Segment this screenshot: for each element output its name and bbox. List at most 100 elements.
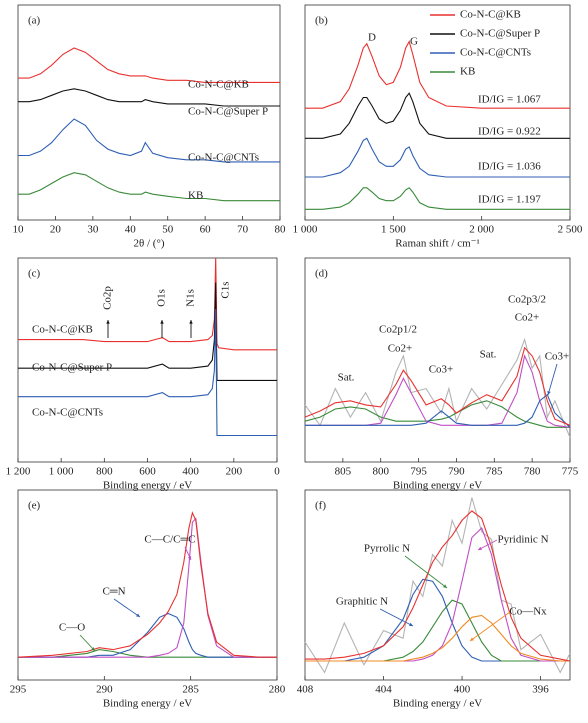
panel-label: (d) [315, 268, 328, 280]
x-tick-label: 1 000 [293, 224, 318, 236]
x-tick-label: 775 [562, 466, 579, 478]
series-line [305, 137, 570, 178]
series-line [305, 393, 571, 428]
annotation: N1s [185, 289, 197, 307]
annotation: ID/IG = 1.036 [478, 161, 541, 173]
annotation: O1s [156, 289, 168, 307]
x-tick-label: 2 000 [469, 224, 494, 236]
legend-label: Co-N-C@Super P [460, 28, 540, 40]
annotation: Pyridinic N [497, 534, 548, 546]
x-tick-label: 30 [87, 224, 99, 236]
annotation: ID/IG = 0.922 [478, 126, 541, 138]
x-tick-label: 70 [237, 224, 249, 236]
panel: (d) 805 800 795 790 785 780 775 Binding energy /… [304, 257, 579, 492]
x-axis-title: Binding energy / eV [393, 480, 482, 492]
x-tick-label: 805 [335, 466, 352, 478]
annotation: Co2+ [388, 343, 413, 355]
series-label: KB [188, 190, 203, 202]
series-line [18, 172, 280, 202]
annotation: Co2+ [515, 312, 540, 324]
arrow-head [547, 391, 551, 395]
x-tick-label: 1 500 [381, 224, 406, 236]
x-tick-label: 780 [524, 466, 541, 478]
series-line [305, 527, 570, 662]
arrow-head [187, 556, 192, 560]
plot-frame [304, 257, 571, 463]
annotation-arrow [79, 634, 96, 652]
arrow-head [91, 647, 95, 651]
arrow-head [189, 320, 193, 324]
series-line [18, 517, 277, 658]
annotation: C═N [102, 586, 125, 598]
plot-frame [304, 4, 571, 221]
panel-label: (a) [28, 15, 41, 27]
annotation-arrow [113, 598, 141, 618]
series-line [305, 614, 570, 662]
series-line [18, 612, 277, 658]
annotation: Co2p [102, 286, 114, 310]
annotation-arrow [404, 555, 448, 589]
x-tick-label: 200 [226, 466, 243, 478]
annotation-arrow [379, 608, 414, 627]
x-axis-title: Raman shift / cm⁻¹ [395, 238, 480, 250]
x-tick-label: 40 [125, 224, 137, 236]
annotation: Co2p3/2 [508, 294, 546, 306]
x-axis-title: Binding energy / eV [103, 480, 192, 492]
panel-label: (e) [28, 500, 41, 512]
x-tick-label: 400 [182, 466, 199, 478]
legend-label: Co-N-C@KB [460, 9, 521, 21]
series-line [18, 308, 277, 437]
series-line [18, 257, 277, 351]
annotation: ID/IG = 1.067 [478, 94, 541, 106]
annotation: Co3+ [429, 364, 454, 376]
x-tick-label: 60 [200, 224, 212, 236]
arrow-head [136, 613, 140, 617]
panel: (e) 295 290 285 280 Binding energy / eV C—C/C═… [10, 489, 286, 710]
panel-label: (c) [28, 268, 41, 280]
series-label: Co-N-C@Super P [188, 106, 268, 118]
x-tick-label: 280 [269, 684, 286, 696]
x-tick-label: 1 000 [49, 466, 74, 478]
series-line [304, 346, 571, 426]
arrow-head [409, 622, 413, 626]
x-tick-label: 295 [10, 684, 27, 696]
series-line [18, 47, 280, 83]
panel: (f) 408 404 400 396 Binding energy / eV Pyrrol… [297, 489, 571, 710]
annotation: C—O [59, 622, 85, 634]
plot-frame [304, 489, 571, 681]
series-line [18, 282, 277, 381]
x-tick-label: 400 [454, 684, 471, 696]
annotation: C1s [220, 281, 232, 298]
panel-label: (f) [315, 500, 326, 512]
annotation: D [368, 32, 376, 44]
x-tick-label: 10 [13, 224, 25, 236]
series-line [18, 118, 280, 163]
arrow-head [106, 320, 110, 324]
plot-frame [17, 4, 281, 221]
x-tick-label: 20 [50, 224, 62, 236]
x-tick-label: 800 [372, 466, 389, 478]
annotation: ID/IG = 1.197 [478, 194, 541, 206]
annotation: Pyrrolic N [364, 543, 410, 555]
annotation: Co—Nx [509, 606, 547, 618]
series-label: Co-N-C@Super P [32, 362, 112, 374]
annotation-arrow [547, 363, 558, 396]
arrow-head [160, 320, 164, 324]
x-axis-title: Binding energy / eV [393, 698, 482, 710]
annotation: C—C/C═C [144, 534, 195, 546]
arrow-head [478, 546, 482, 550]
series-label: Co-N-C@CNTs [188, 152, 259, 164]
annotation: G [410, 36, 418, 48]
series-line [305, 92, 570, 139]
x-axis-title: 2θ / (°) [133, 238, 164, 250]
series-line [304, 337, 571, 438]
series-line [18, 88, 280, 107]
annotation: Graphitic N [336, 596, 388, 608]
x-tick-label: 2 500 [558, 224, 583, 236]
x-tick-label: 80 [275, 224, 287, 236]
x-tick-label: 800 [96, 466, 113, 478]
panel: (b) 1 000 1 500 2 000 2 500 Raman shift / cm⁻… [293, 4, 583, 250]
legend-label: Co-N-C@CNTs [460, 47, 531, 59]
